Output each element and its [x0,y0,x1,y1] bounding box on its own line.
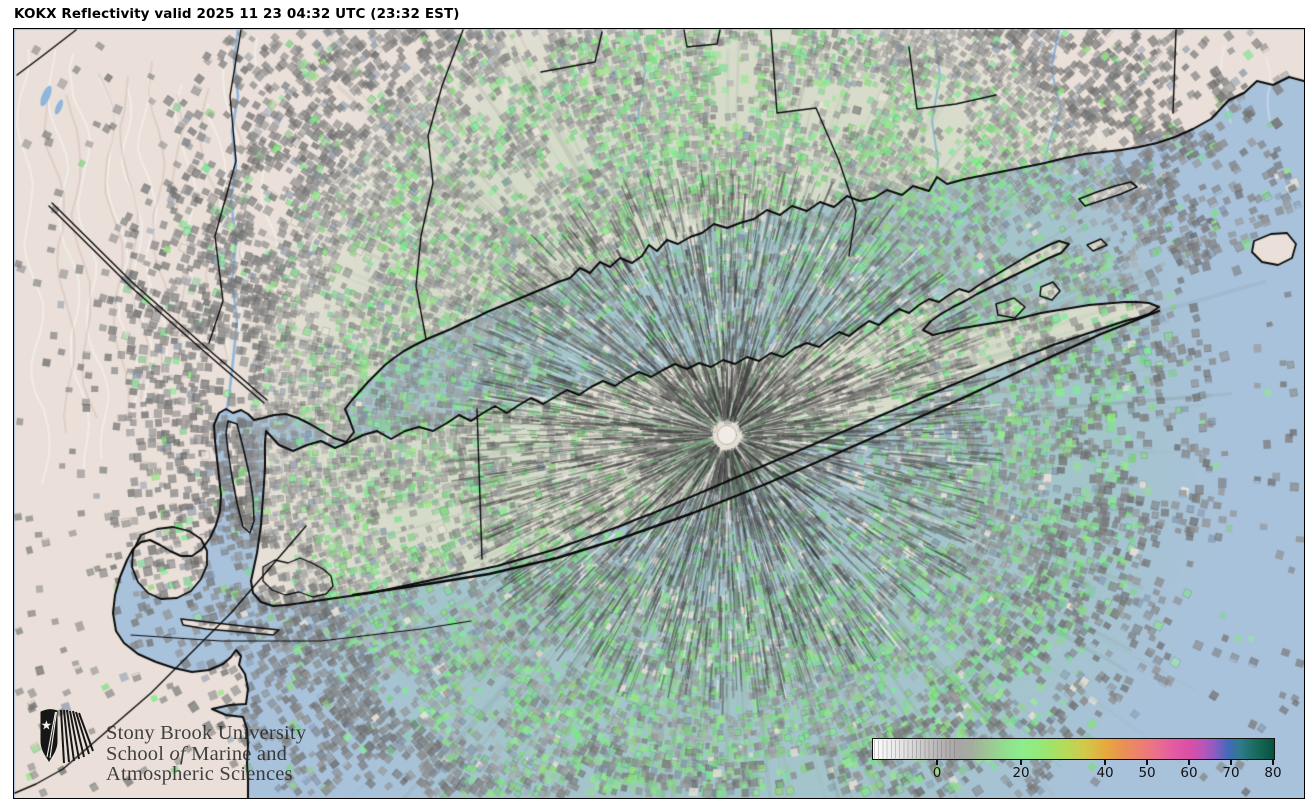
colorbar-tick [1104,759,1106,765]
colorbar-tick-label: 40 [1096,765,1114,781]
sbu-logo: Stony Brook University School of Marine … [38,707,306,785]
page-title: KOKX Reflectivity valid 2025 11 23 04:32… [14,6,460,22]
colorbar-tick-label: 80 [1264,765,1282,781]
colorbar-tick [1020,759,1022,765]
colorbar-tick [936,759,938,765]
colorbar-tick [1146,759,1148,765]
colorbar-discrete-steps [874,740,956,760]
colorbar-tick-label: 60 [1180,765,1198,781]
colorbar-tick-label: 70 [1222,765,1240,781]
colorbar-tick-label: 20 [1012,765,1030,781]
logo-line-1: Stony Brook University [106,722,307,744]
radar-map-canvas [14,29,1304,798]
sbu-shield-icon [40,709,94,764]
logo-line-2: School of Marine and [106,742,288,765]
colorbar-tick-label: 0 [932,765,942,781]
logo-line-3: Atmospheric Sciences [106,763,293,785]
colorbar: 0 20 40 50 60 70 80 [872,738,1282,788]
colorbar-tick [1230,759,1232,765]
radar-map: Stony Brook University School of Marine … [13,28,1305,799]
colorbar-tick-label: 50 [1138,765,1156,781]
colorbar-gradient [872,738,1275,760]
sbu-logo-text: Stony Brook University School of Marine … [106,723,306,785]
colorbar-tick [1272,759,1274,765]
colorbar-tick [1188,759,1190,765]
